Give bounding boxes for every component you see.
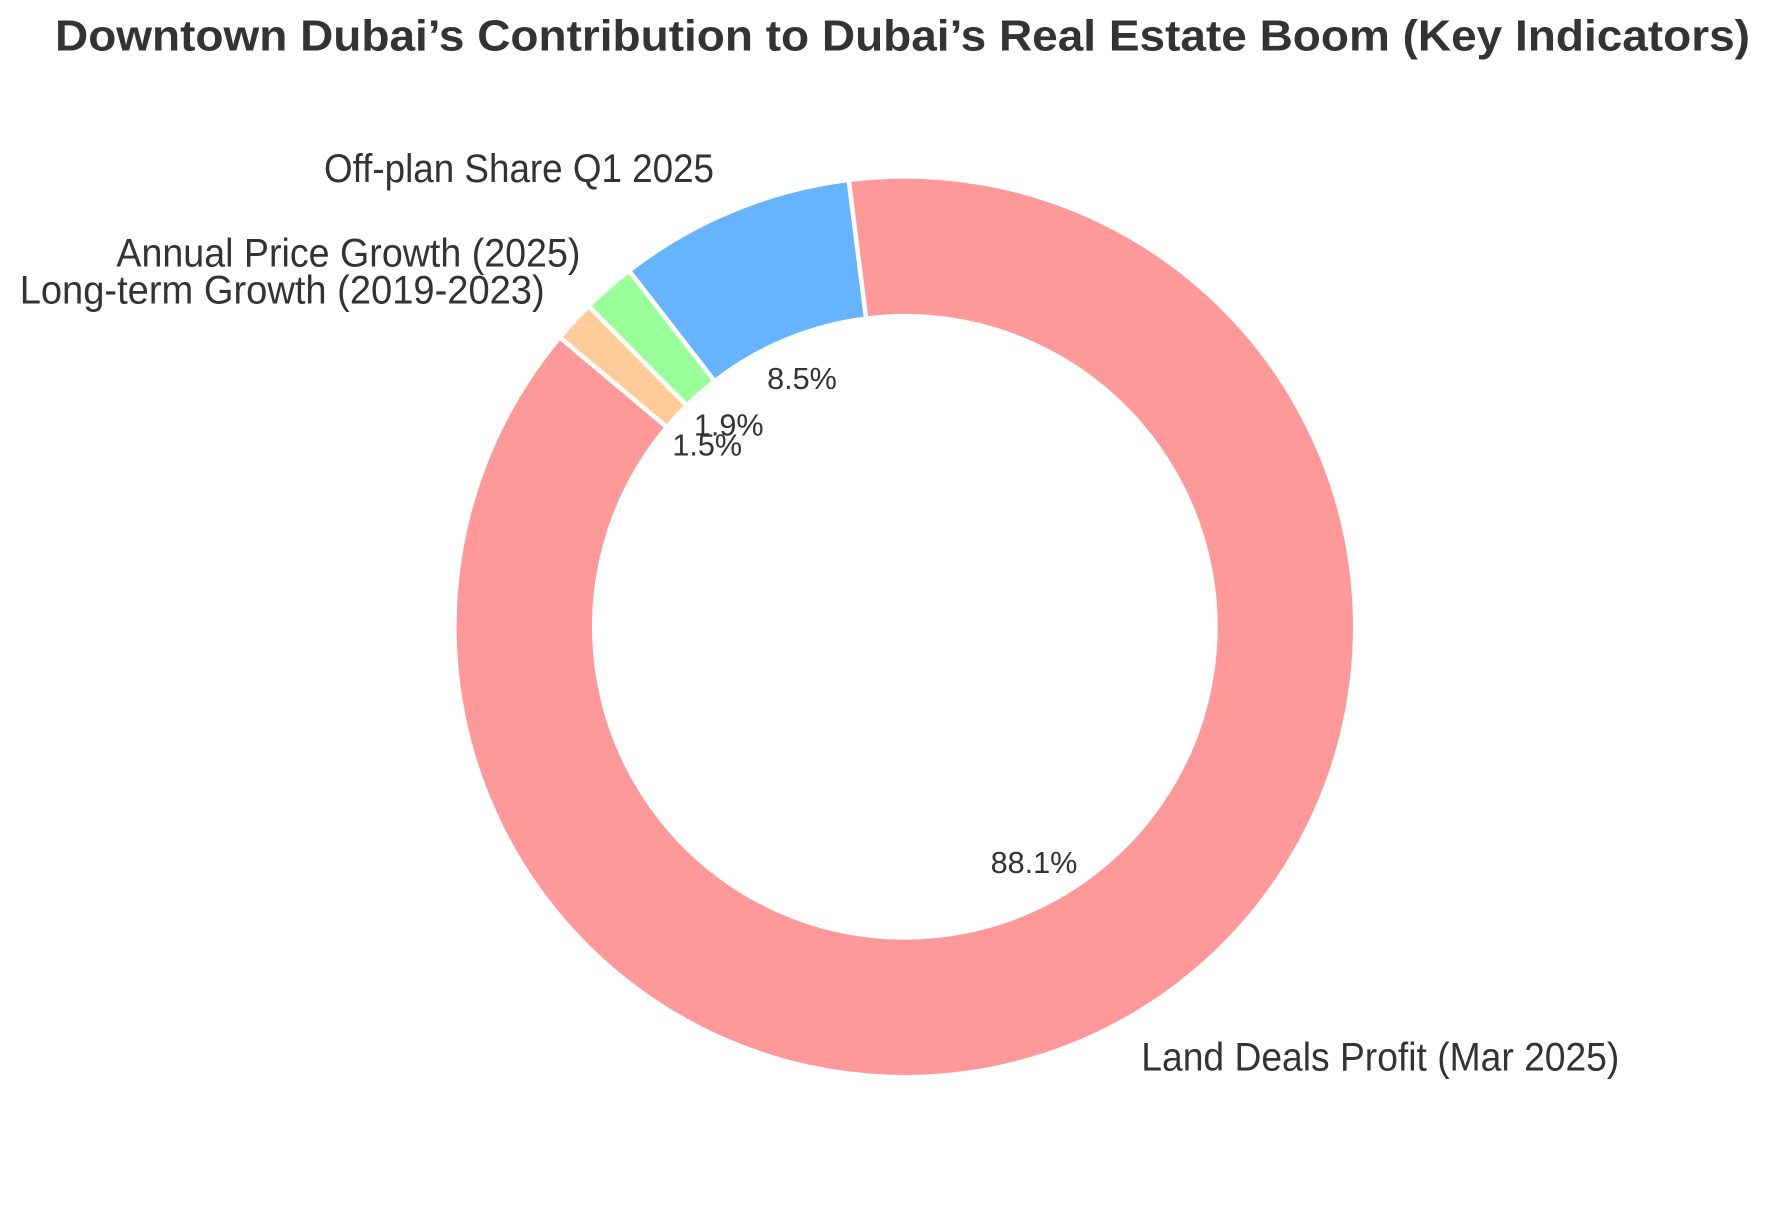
svg-text:Annual Price Growth (2025): Annual Price Growth (2025): [116, 232, 580, 276]
svg-text:Long-term Growth (2019-2023): Long-term Growth (2019-2023): [20, 269, 545, 313]
svg-text:8.5%: 8.5%: [767, 362, 837, 396]
svg-text:88.1%: 88.1%: [991, 846, 1078, 880]
svg-text:Off-plan Share Q1 2025: Off-plan Share Q1 2025: [324, 147, 714, 191]
svg-text:1.9%: 1.9%: [694, 409, 764, 443]
svg-text:1.5%: 1.5%: [672, 429, 742, 463]
svg-text:Downtown Dubai’s Contribution: Downtown Dubai’s Contribution to Dubai’s…: [55, 12, 1750, 61]
svg-text:Land Deals Profit (Mar 2025): Land Deals Profit (Mar 2025): [1141, 1035, 1619, 1079]
